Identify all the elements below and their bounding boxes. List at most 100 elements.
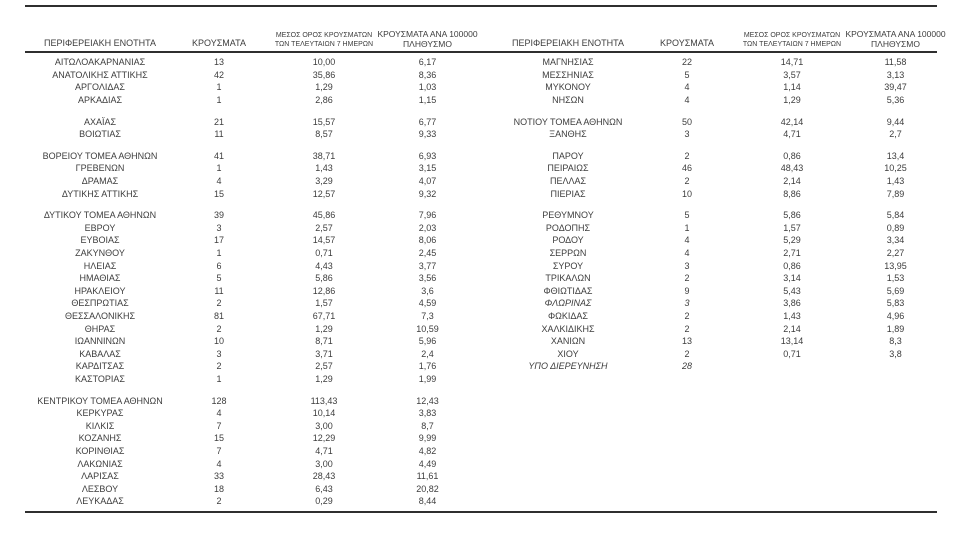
cases-cell: 10 xyxy=(213,336,224,347)
cases-cell: 1 xyxy=(684,222,690,233)
column-header-per100k: ΚΡΟΥΣΜΑΤΑ ΑΝΑ 100000 ΠΛΗΘΥΣΜΟ xyxy=(377,29,477,49)
region-cell: ΣΥΡΟΥ xyxy=(552,260,584,271)
avg7-cell: 8,57 xyxy=(315,129,333,140)
cases-cell: 22 xyxy=(681,57,692,68)
cases-cell: 13 xyxy=(213,57,224,68)
per100k-cell: 8,36 xyxy=(418,69,437,80)
cases-cell: 13 xyxy=(681,336,692,347)
cases-cell: 4 xyxy=(216,458,222,469)
avg7-cell: 1,43 xyxy=(315,163,333,174)
region-cell: ΘΗΡΑΣ xyxy=(84,323,116,334)
region-cell: ΔΥΤΙΚΗΣ ΑΤΤΙΚΗΣ xyxy=(61,188,139,199)
per100k-cell: 13,4 xyxy=(886,150,905,161)
cases-cell: 4 xyxy=(216,176,222,187)
table-row: ΚΑΒΑΛΑΣ 3 3,71 2,4 xyxy=(25,347,470,360)
per100k-cell: 1,03 xyxy=(418,82,437,93)
column-header-cases-label: ΚΡΟΥΣΜΑΤΑ xyxy=(192,38,246,49)
region-cell: ΝΟΤΙΟΥ ΤΟΜΕΑ ΑΘΗΝΩΝ xyxy=(513,116,623,127)
table-header-row: ΠΕΡΙΦΕΡΕΙΑΚΗ ΕΝΟΤΗΤΑ ΚΡΟΥΣΜΑΤΑ ΜΕΣΟΣ ΟΡΟ… xyxy=(493,20,946,53)
region-cell: ΚΙΛΚΙΣ xyxy=(85,420,115,431)
table-row: ΑΡΚΑΔΙΑΣ 1 2,86 1,15 xyxy=(25,94,470,107)
cases-cell: 3 xyxy=(216,348,222,359)
region-cell: ΦΩΚΙΔΑΣ xyxy=(548,310,588,321)
region-cell: ΛΑΚΩΝΙΑΣ xyxy=(77,458,123,469)
avg7-cell: 13,14 xyxy=(780,336,804,347)
region-cell: ΛΕΥΚΑΔΑΣ xyxy=(76,496,124,507)
avg7-cell: 5,43 xyxy=(783,285,801,296)
region-cell: ΞΑΝΘΗΣ xyxy=(549,129,587,140)
avg7-cell: 5,86 xyxy=(315,273,333,284)
table-row: ΑΡΓΟΛΙΔΑΣ 1 1,29 1,03 xyxy=(25,81,470,94)
table-row: ΚΕΡΚΥΡΑΣ 4 10,14 3,83 xyxy=(25,407,470,420)
avg7-cell: 15,57 xyxy=(312,116,336,127)
table-row: ΥΠΟ ΔΙΕΡΕΥΝΗΣΗ 28 xyxy=(493,360,938,373)
cases-cell: 1 xyxy=(216,163,222,174)
table-section: ΑΧΑΪΑΣ 21 15,57 6,77 ΒΟΙΩΤΙΑΣ 11 8,57 9,33 xyxy=(25,115,470,140)
avg7-cell: 8,71 xyxy=(315,336,333,347)
cases-cell: 6 xyxy=(216,260,222,271)
column-header-avg7: ΜΕΣΟΣ ΟΡΟΣ ΚΡΟΥΣΜΑΤΩΝ ΤΩΝ ΤΕΛΕΥΤΑΙΩΝ 7 Η… xyxy=(263,32,385,49)
avg7-cell: 38,71 xyxy=(312,150,336,161)
region-cell: ΑΙΤΩΛΟΑΚΑΡΝΑΝΙΑΣ xyxy=(54,57,146,68)
region-cell: ΝΗΣΩΝ xyxy=(552,95,584,106)
avg7-cell: 0,71 xyxy=(315,248,333,259)
cases-cell: 4 xyxy=(684,82,690,93)
per100k-cell: 5,84 xyxy=(886,210,905,221)
per100k-cell: 1,99 xyxy=(418,373,437,384)
avg7-cell: 48,43 xyxy=(780,163,804,174)
region-cell: ΠΙΕΡΙΑΣ xyxy=(550,188,586,199)
per100k-cell: 9,44 xyxy=(886,116,905,127)
cases-cell: 2 xyxy=(684,273,690,284)
region-cell: ΜΥΚΟΝΟΥ xyxy=(545,82,591,93)
avg7-cell: 4,71 xyxy=(315,445,333,456)
cases-cell: 18 xyxy=(213,483,224,494)
table-row: ΛΕΥΚΑΔΑΣ 2 0,29 8,44 xyxy=(25,495,470,508)
table-row: ΜΑΓΝΗΣΙΑΣ 22 14,71 11,58 xyxy=(493,56,938,69)
per100k-cell: 7,96 xyxy=(418,210,437,221)
cases-cell: 2 xyxy=(216,323,222,334)
region-cell: ΣΕΡΡΩΝ xyxy=(549,248,587,259)
avg7-cell: 5,29 xyxy=(783,235,801,246)
cases-cell: 50 xyxy=(681,116,692,127)
cases-cell: 41 xyxy=(213,150,224,161)
cases-cell: 42 xyxy=(213,69,224,80)
per100k-cell: 3,6 xyxy=(421,285,434,296)
avg7-cell: 10,14 xyxy=(312,408,336,419)
cases-cell: 81 xyxy=(213,310,224,321)
table-row: ΜΕΣΣΗΝΙΑΣ 5 3,57 3,13 xyxy=(493,69,938,82)
region-cell: ΔΥΤΙΚΟΥ ΤΟΜΕΑ ΑΘΗΝΩΝ xyxy=(43,210,157,221)
avg7-cell: 1,57 xyxy=(315,298,333,309)
column-header-avg7-line2: ΤΩΝ ΤΕΛΕΥΤΑΙΩΝ 7 ΗΜΕΡΩΝ xyxy=(742,40,842,48)
per100k-cell: 7,3 xyxy=(421,310,434,321)
per100k-cell: 1,53 xyxy=(886,273,905,284)
column-header-per100k-line2: ΠΛΗΘΥΣΜΟ xyxy=(403,38,452,49)
table-row: ΠΕΛΛΑΣ 2 2,14 1,43 xyxy=(493,175,938,188)
cases-cell: 3 xyxy=(684,129,690,140)
region-cell: ΠΑΡΟΥ xyxy=(552,150,584,161)
per100k-cell: 10,25 xyxy=(884,163,907,174)
table-row: ΕΒΡΟΥ 3 2,57 2,03 xyxy=(25,222,470,235)
avg7-cell: 1,14 xyxy=(783,82,801,93)
region-cell: ΘΕΣΠΡΩΤΙΑΣ xyxy=(71,298,129,309)
per100k-cell: 1,76 xyxy=(418,361,437,372)
table-row: ΑΝΑΤΟΛΙΚΗΣ ΑΤΤΙΚΗΣ 42 35,86 8,36 xyxy=(25,69,470,82)
cases-cell: 3 xyxy=(684,298,690,309)
table-row: ΘΗΡΑΣ 2 1,29 10,59 xyxy=(25,322,470,335)
cases-cell: 11 xyxy=(214,129,224,140)
table-row: ΚΕΝΤΡΙΚΟΥ ΤΟΜΕΑ ΑΘΗΝΩΝ 128 113,43 12,43 xyxy=(25,394,470,407)
region-cell: ΚΟΖΑΝΗΣ xyxy=(78,433,122,444)
avg7-cell: 4,71 xyxy=(783,129,801,140)
table-row: ΠΑΡΟΥ 2 0,86 13,4 xyxy=(493,150,938,163)
avg7-cell: 12,57 xyxy=(312,188,336,199)
per100k-cell: 9,33 xyxy=(418,129,437,140)
cases-cell: 2 xyxy=(216,361,222,372)
region-cell: ΦΘΙΩΤΙΔΑΣ xyxy=(543,285,593,296)
avg7-cell: 35,86 xyxy=(312,69,336,80)
avg7-cell: 42,14 xyxy=(780,116,804,127)
per100k-cell: 8,7 xyxy=(421,420,434,431)
table-row: ΙΩΑΝΝΙΝΩΝ 10 8,71 5,96 xyxy=(25,335,470,348)
cases-cell: 28 xyxy=(681,361,692,372)
per100k-cell: 20,82 xyxy=(416,483,439,494)
avg7-cell: 3,86 xyxy=(783,298,801,309)
per100k-cell: 4,96 xyxy=(886,310,905,321)
